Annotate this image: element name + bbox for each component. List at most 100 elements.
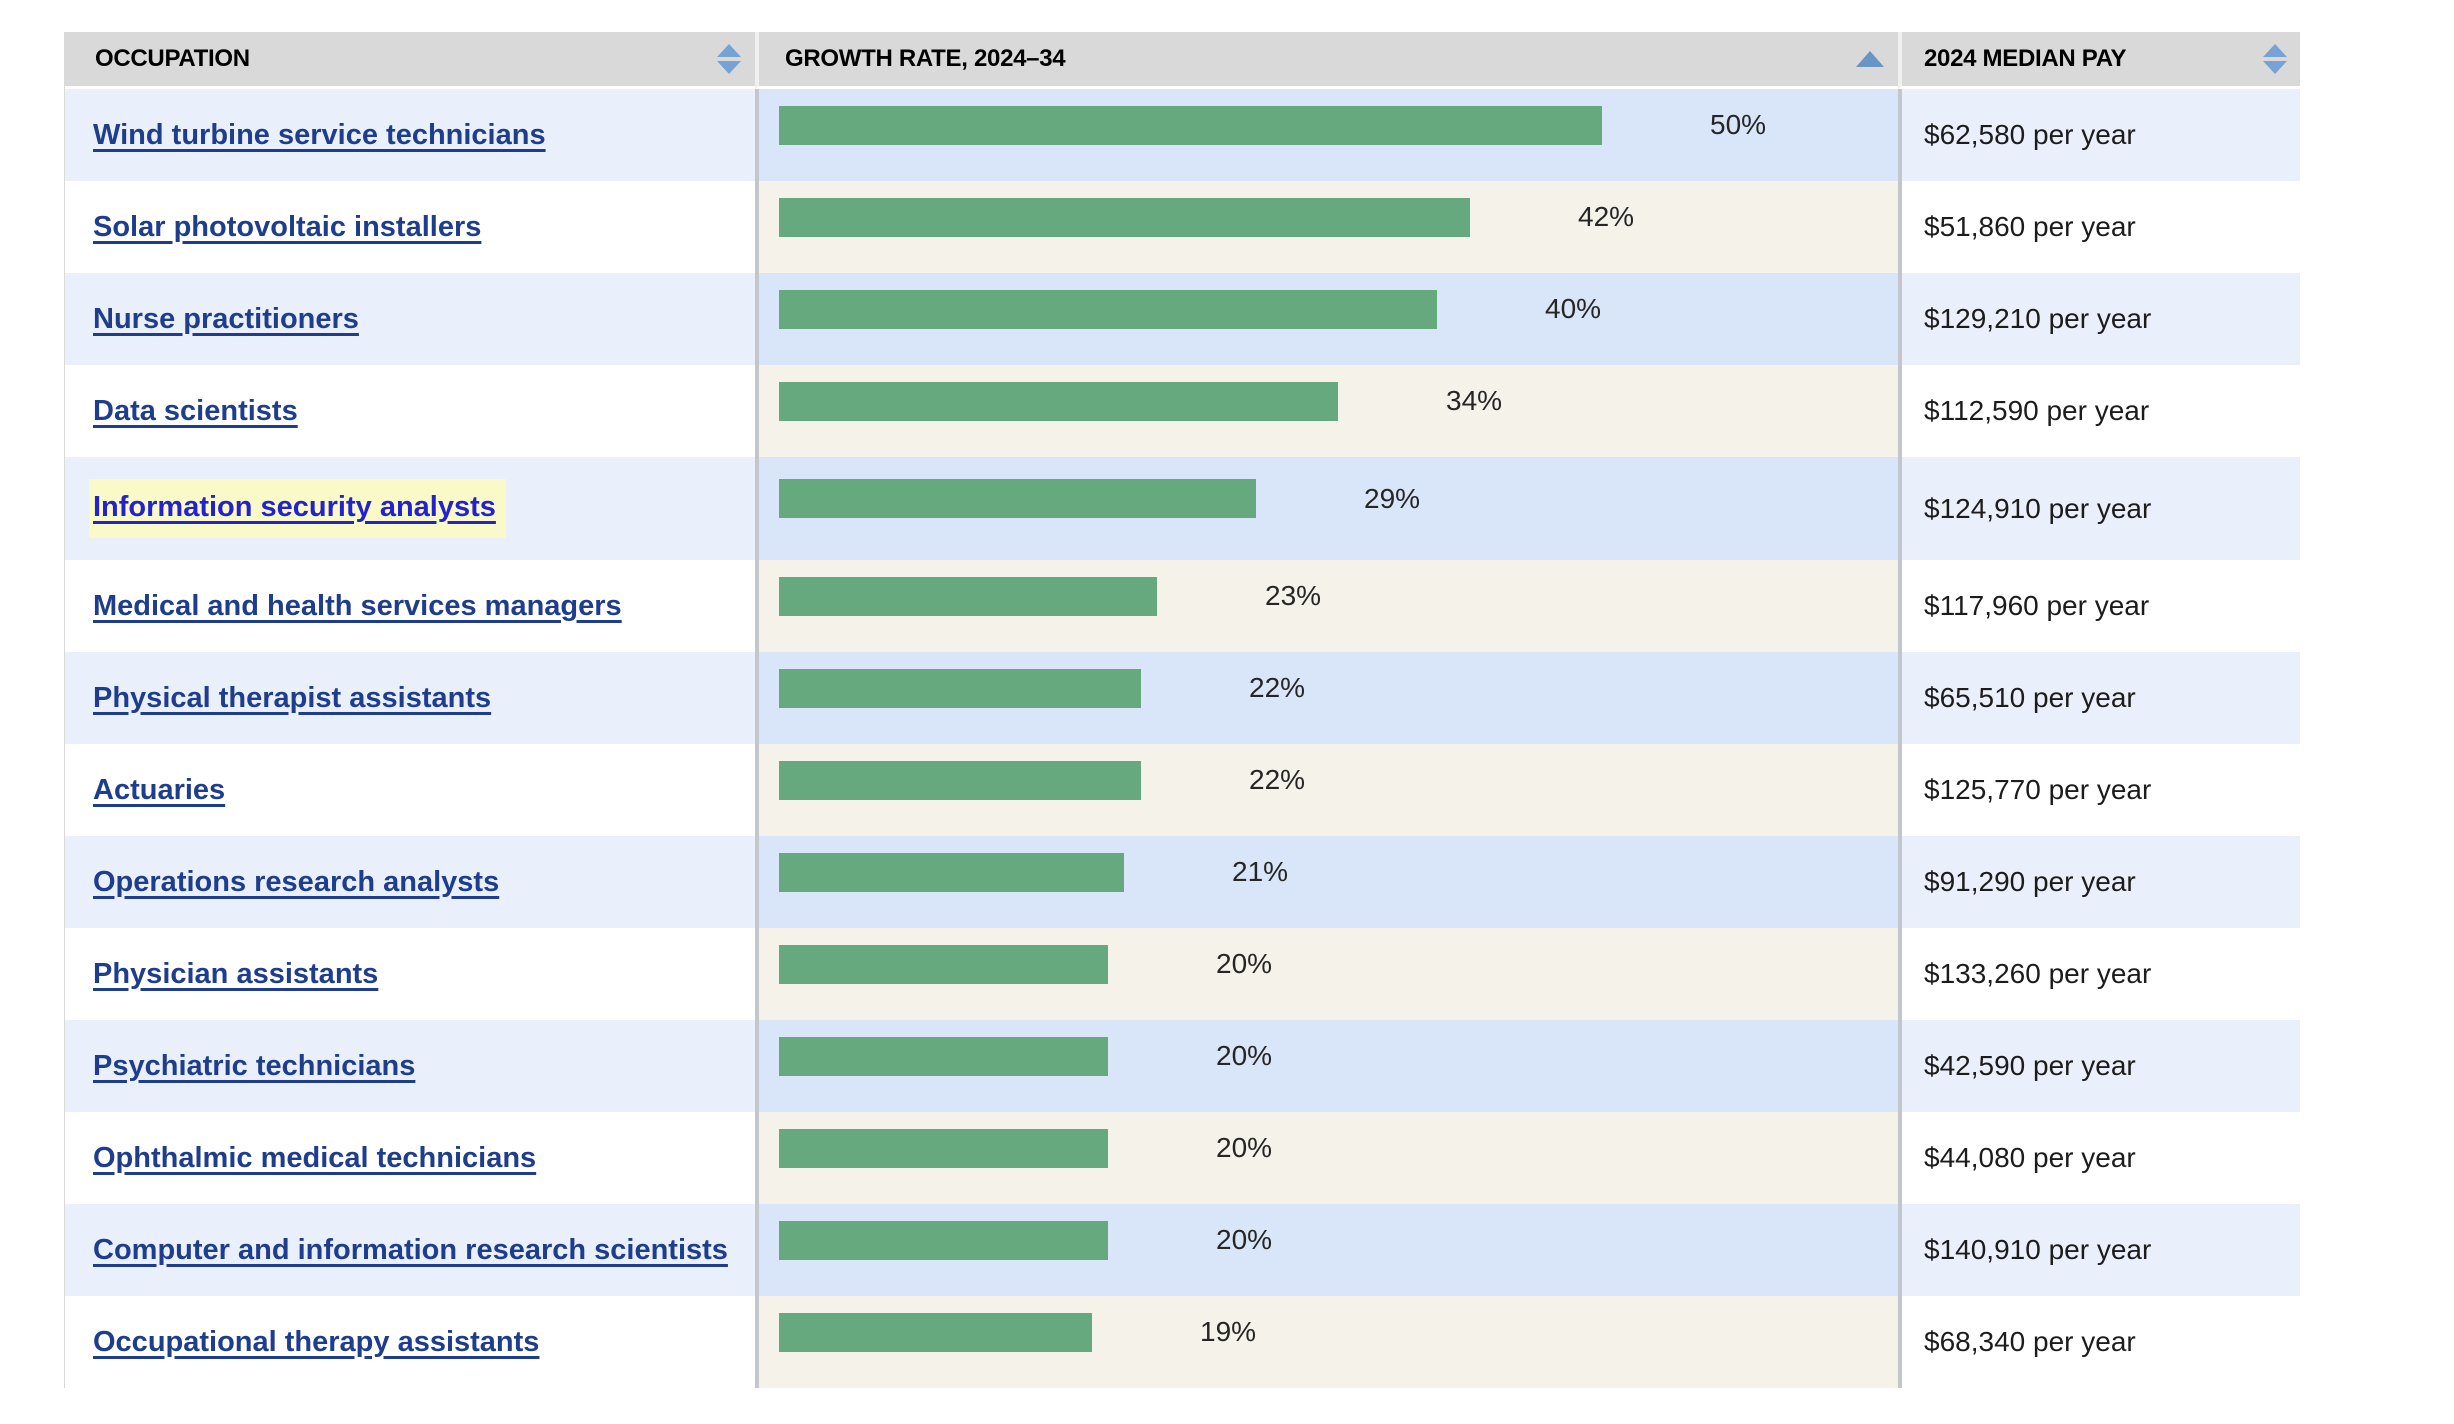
growth-bar-row: 21% bbox=[779, 852, 1898, 892]
growth-value-label: 20% bbox=[1216, 948, 1273, 979]
occupation-link[interactable]: Nurse practitioners bbox=[93, 302, 359, 335]
growth-rate-cell: 21% bbox=[755, 836, 1898, 928]
sort-down-triangle-icon bbox=[2263, 61, 2287, 74]
occupation-cell: Occupational therapy assistants bbox=[65, 1296, 755, 1388]
median-pay-cell: $125,770 per year bbox=[1898, 744, 2300, 836]
occupation-cell: Nurse practitioners bbox=[65, 273, 755, 365]
occupation-cell: Information security analysts bbox=[65, 457, 755, 560]
growth-rate-column-header[interactable]: GROWTH RATE, 2024–34 bbox=[755, 32, 1898, 89]
growth-bar-row: 20% bbox=[779, 1220, 1898, 1260]
growth-bar bbox=[779, 197, 1470, 237]
growth-rate-cell: 20% bbox=[755, 1204, 1898, 1296]
occupation-link[interactable]: Ophthalmic medical technicians bbox=[93, 1141, 537, 1174]
occupation-cell: Actuaries bbox=[65, 744, 755, 836]
growth-bar-row: 19% bbox=[779, 1312, 1898, 1352]
growth-value-label: 22% bbox=[1249, 764, 1306, 795]
sort-ascending-icon[interactable] bbox=[1856, 51, 1884, 67]
growth-bar bbox=[779, 1128, 1108, 1168]
growth-value-label: 20% bbox=[1216, 1040, 1273, 1071]
table-row: Nurse practitioners 40% $129,210 per yea… bbox=[65, 273, 2300, 365]
occupation-link[interactable]: Information security analysts bbox=[89, 479, 506, 538]
occupation-link[interactable]: Actuaries bbox=[93, 773, 226, 806]
growth-bar bbox=[779, 1220, 1108, 1260]
growth-bar bbox=[779, 1312, 1092, 1352]
median-pay-value: $44,080 per year bbox=[1924, 1142, 2136, 1173]
sort-both-icon[interactable] bbox=[2263, 44, 2287, 74]
table-row: Information security analysts 29% $124,9… bbox=[65, 457, 2300, 560]
growth-value-label: 20% bbox=[1216, 1224, 1273, 1255]
growth-value-label: 22% bbox=[1249, 672, 1306, 703]
occupation-link[interactable]: Medical and health services managers bbox=[93, 589, 622, 622]
growth-bar-row: 23% bbox=[779, 576, 1898, 616]
table-row: Operations research analysts 21% $91,290… bbox=[65, 836, 2300, 928]
growth-bar bbox=[779, 479, 1256, 518]
occupation-link[interactable]: Solar photovoltaic installers bbox=[93, 210, 482, 243]
growth-value-label: 19% bbox=[1200, 1316, 1257, 1347]
occupation-link[interactable]: Physician assistants bbox=[93, 957, 379, 990]
occupation-cell: Operations research analysts bbox=[65, 836, 755, 928]
growth-value-label: 34% bbox=[1446, 385, 1503, 416]
median-pay-value: $140,910 per year bbox=[1924, 1234, 2152, 1265]
sort-both-icon[interactable] bbox=[717, 44, 741, 74]
occupation-link[interactable]: Data scientists bbox=[93, 394, 298, 427]
growth-value-label: 23% bbox=[1265, 580, 1322, 611]
growth-bar-row: 29% bbox=[779, 479, 1898, 518]
median-pay-cell: $44,080 per year bbox=[1898, 1112, 2300, 1204]
table-row: Physical therapist assistants 22% $65,51… bbox=[65, 652, 2300, 744]
table-row: Occupational therapy assistants 19% $68,… bbox=[65, 1296, 2300, 1388]
table-row: Solar photovoltaic installers 42% $51,86… bbox=[65, 181, 2300, 273]
occupation-link[interactable]: Operations research analysts bbox=[93, 865, 500, 898]
median-pay-value: $129,210 per year bbox=[1924, 303, 2152, 334]
growth-bar bbox=[779, 105, 1602, 145]
table-row: Computer and information research scient… bbox=[65, 1204, 2300, 1296]
growth-rate-cell: 20% bbox=[755, 1112, 1898, 1204]
growth-rate-cell: 34% bbox=[755, 365, 1898, 457]
occupation-link[interactable]: Occupational therapy assistants bbox=[93, 1325, 540, 1358]
median-pay-value: $133,260 per year bbox=[1924, 958, 2152, 989]
median-pay-cell: $62,580 per year bbox=[1898, 89, 2300, 181]
occupation-link[interactable]: Psychiatric technicians bbox=[93, 1049, 416, 1082]
growth-value-label: 50% bbox=[1710, 109, 1767, 140]
growth-bar-row: 20% bbox=[779, 1128, 1898, 1168]
occupation-cell: Ophthalmic medical technicians bbox=[65, 1112, 755, 1204]
median-pay-column-header[interactable]: 2024 MEDIAN PAY bbox=[1898, 32, 2300, 89]
growth-rate-cell: 19% bbox=[755, 1296, 1898, 1388]
growth-rate-cell: 22% bbox=[755, 652, 1898, 744]
median-pay-cell: $91,290 per year bbox=[1898, 836, 2300, 928]
occupation-link[interactable]: Wind turbine service technicians bbox=[93, 118, 546, 151]
median-pay-cell: $140,910 per year bbox=[1898, 1204, 2300, 1296]
occupation-column-header[interactable]: OCCUPATION bbox=[65, 32, 755, 89]
growth-bar-row: 40% bbox=[779, 289, 1898, 329]
growth-bar bbox=[779, 289, 1437, 329]
table-row: Psychiatric technicians 20% $42,590 per … bbox=[65, 1020, 2300, 1112]
median-pay-cell: $129,210 per year bbox=[1898, 273, 2300, 365]
median-pay-cell: $42,590 per year bbox=[1898, 1020, 2300, 1112]
growth-bar bbox=[779, 381, 1338, 421]
growth-rate-cell: 23% bbox=[755, 560, 1898, 652]
growth-value-label: 20% bbox=[1216, 1132, 1273, 1163]
growth-rate-cell: 20% bbox=[755, 928, 1898, 1020]
occupation-cell: Medical and health services managers bbox=[65, 560, 755, 652]
median-pay-cell: $51,860 per year bbox=[1898, 181, 2300, 273]
growth-rate-cell: 22% bbox=[755, 744, 1898, 836]
growth-bar-row: 22% bbox=[779, 760, 1898, 800]
median-pay-header-label: 2024 MEDIAN PAY bbox=[1924, 45, 2127, 72]
occupation-cell: Data scientists bbox=[65, 365, 755, 457]
table-row: Data scientists 34% $112,590 per year bbox=[65, 365, 2300, 457]
occupation-cell: Wind turbine service technicians bbox=[65, 89, 755, 181]
median-pay-cell: $133,260 per year bbox=[1898, 928, 2300, 1020]
growth-rate-cell: 40% bbox=[755, 273, 1898, 365]
occupation-link[interactable]: Computer and information research scient… bbox=[93, 1233, 728, 1266]
sort-up-triangle-icon bbox=[2263, 44, 2287, 57]
median-pay-value: $125,770 per year bbox=[1924, 774, 2152, 805]
growth-rate-cell: 20% bbox=[755, 1020, 1898, 1112]
table-row: Physician assistants 20% $133,260 per ye… bbox=[65, 928, 2300, 1020]
growth-bar-row: 20% bbox=[779, 1036, 1898, 1076]
occupations-table: OCCUPATION GROWTH RATE, 2024–34 2024 MED… bbox=[64, 32, 2300, 1388]
occupation-cell: Psychiatric technicians bbox=[65, 1020, 755, 1112]
growth-bar-row: 42% bbox=[779, 197, 1898, 237]
occupation-link[interactable]: Physical therapist assistants bbox=[93, 681, 492, 714]
growth-bar bbox=[779, 760, 1141, 800]
median-pay-value: $42,590 per year bbox=[1924, 1050, 2136, 1081]
occupation-cell: Computer and information research scient… bbox=[65, 1204, 755, 1296]
